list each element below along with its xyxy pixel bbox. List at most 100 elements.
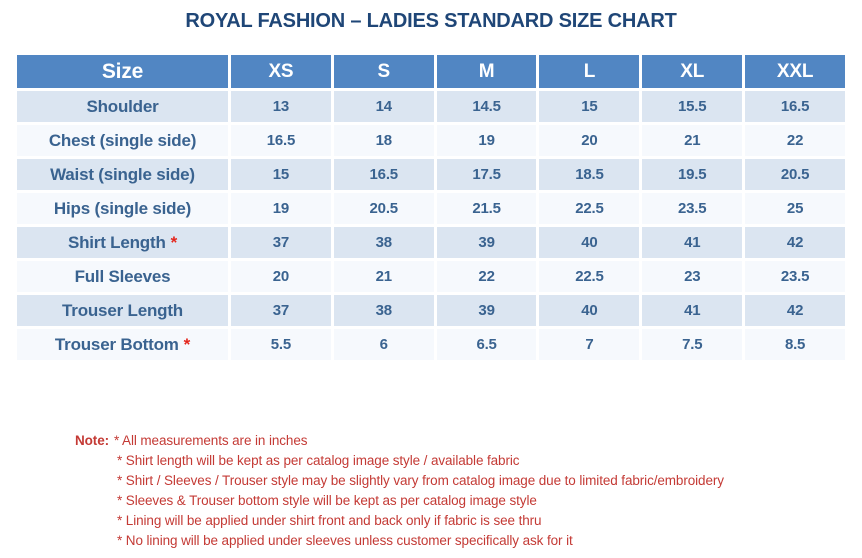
row-label: Hips (single side) (14, 190, 231, 227)
cell-value: 8.5 (742, 326, 848, 363)
cell-value: 20 (228, 258, 334, 295)
row-label: Chest (single side) (14, 122, 231, 159)
cell-value: 39 (433, 292, 540, 329)
cell-value: 21 (330, 258, 437, 295)
notes-block: Note: * All measurements are in inches * S… (75, 431, 724, 550)
cell-value: 20.5 (742, 156, 848, 193)
cell-value: 23.5 (742, 258, 848, 295)
row-label: Trouser Bottom * (14, 326, 231, 363)
cell-value: 6 (330, 326, 437, 363)
cell-value: 20.5 (330, 190, 437, 227)
table-header: Size XS S M L XL XXL (14, 52, 848, 91)
note-line: * Lining will be applied under shirt fro… (75, 511, 724, 531)
cell-value: 17.5 (433, 156, 540, 193)
table-row: Hips (single side) 19 20.5 21.5 22.5 23.5 25 (14, 190, 848, 227)
cell-value: 22 (433, 258, 540, 295)
note-text: * No lining will be applied under sleeve… (117, 532, 573, 548)
cell-value: 15 (536, 88, 643, 125)
cell-value: 38 (330, 224, 437, 261)
note-text: * Shirt / Sleeves / Trouser style may be… (117, 472, 724, 488)
cell-value: 39 (433, 224, 540, 261)
table-row: Full Sleeves 20 21 22 22.5 23 23.5 (14, 258, 848, 295)
note-text: * Shirt length will be kept as per catal… (117, 452, 520, 468)
cell-value: 19 (433, 122, 540, 159)
cell-value: 18.5 (536, 156, 643, 193)
cell-value: 41 (639, 224, 746, 261)
note-line: * Shirt length will be kept as per catal… (75, 451, 724, 471)
cell-value: 19 (228, 190, 334, 227)
page-title: ROYAL FASHION – LADIES STANDARD SIZE CHA… (185, 10, 677, 32)
cell-value: 23 (639, 258, 746, 295)
table-row: Shoulder 13 14 14.5 15 15.5 16.5 (14, 88, 848, 125)
size-chart-table: Size XS S M L XL XXL Shoulder 13 14 14.5 15 15.5 16.… (14, 52, 848, 363)
cell-value: 14 (330, 88, 437, 125)
row-label-text: Hips (single side) (53, 198, 192, 218)
cell-value: 38 (330, 292, 437, 329)
row-label: Waist (single side) (14, 156, 231, 193)
col-header-xxl: XXL (742, 52, 848, 91)
table-body: Shoulder 13 14 14.5 15 15.5 16.5 Chest (single … (14, 88, 848, 363)
col-header-s: S (330, 52, 437, 91)
cell-value: 37 (228, 224, 334, 261)
row-label-text: Full Sleeves (74, 266, 171, 286)
cell-value: 22 (742, 122, 848, 159)
row-label-text: Waist (single side) (50, 164, 195, 184)
cell-value: 15 (228, 156, 334, 193)
table-row: Waist (single side) 15 16.5 17.5 18.5 19.5 20.… (14, 156, 848, 193)
cell-value: 21 (639, 122, 746, 159)
row-label-text: Shoulder (86, 96, 159, 116)
row-label-text: Trouser Bottom (54, 334, 179, 354)
row-label-text: Trouser Length (62, 300, 183, 320)
cell-value: 5.5 (228, 326, 334, 363)
table-row: Trouser Bottom * 5.5 6 6.5 7 7.5 8.5 (14, 326, 848, 363)
note-label: Note: (75, 433, 109, 448)
cell-value: 6.5 (433, 326, 540, 363)
note-text: * All measurements are in inches (114, 433, 308, 448)
table-row: Trouser Length 37 38 39 40 41 42 (14, 292, 848, 329)
header-row: Size XS S M L XL XXL (14, 52, 848, 91)
row-label: Trouser Length (14, 292, 231, 329)
col-header-xs: XS (228, 52, 334, 91)
note-line: * No lining will be applied under sleeve… (75, 531, 724, 551)
cell-value: 22.5 (536, 190, 643, 227)
table-row: Chest (single side) 16.5 18 19 20 21 22 (14, 122, 848, 159)
cell-value: 40 (536, 292, 643, 329)
cell-value: 7 (536, 326, 643, 363)
cell-value: 18 (330, 122, 437, 159)
note-line: * Sleeves & Trouser bottom style will be… (75, 491, 724, 511)
cell-value: 16.5 (742, 88, 848, 125)
col-header-xl: XL (639, 52, 746, 91)
row-label-text: Chest (single side) (48, 130, 197, 150)
note-line: * Shirt / Sleeves / Trouser style may be… (75, 471, 724, 491)
cell-value: 23.5 (639, 190, 746, 227)
cell-value: 15.5 (639, 88, 746, 125)
row-label: Full Sleeves (14, 258, 231, 295)
col-header-m: M (433, 52, 540, 91)
cell-value: 16.5 (330, 156, 437, 193)
note-text: * Sleeves & Trouser bottom style will be… (117, 492, 537, 508)
cell-value: 7.5 (639, 326, 746, 363)
cell-value: 19.5 (639, 156, 746, 193)
cell-value: 21.5 (433, 190, 540, 227)
row-label-text: Shirt Length (67, 232, 166, 252)
cell-value: 42 (742, 224, 848, 261)
cell-value: 37 (228, 292, 334, 329)
cell-value: 42 (742, 292, 848, 329)
cell-value: 41 (639, 292, 746, 329)
row-label: Shirt Length * (14, 224, 231, 261)
table-row: Shirt Length * 37 38 39 40 41 42 (14, 224, 848, 261)
col-header-l: L (536, 52, 643, 91)
cell-value: 25 (742, 190, 848, 227)
asterisk-marker: * (170, 232, 178, 252)
row-label: Shoulder (14, 88, 231, 125)
cell-value: 13 (228, 88, 334, 125)
cell-value: 14.5 (433, 88, 540, 125)
note-text: * Lining will be applied under shirt fro… (117, 512, 542, 528)
note-line: Note: * All measurements are in inches (75, 431, 724, 451)
cell-value: 22.5 (536, 258, 643, 295)
asterisk-marker: * (183, 334, 191, 354)
cell-value: 40 (536, 224, 643, 261)
col-header-size: Size (14, 52, 231, 91)
cell-value: 16.5 (228, 122, 334, 159)
cell-value: 20 (536, 122, 643, 159)
